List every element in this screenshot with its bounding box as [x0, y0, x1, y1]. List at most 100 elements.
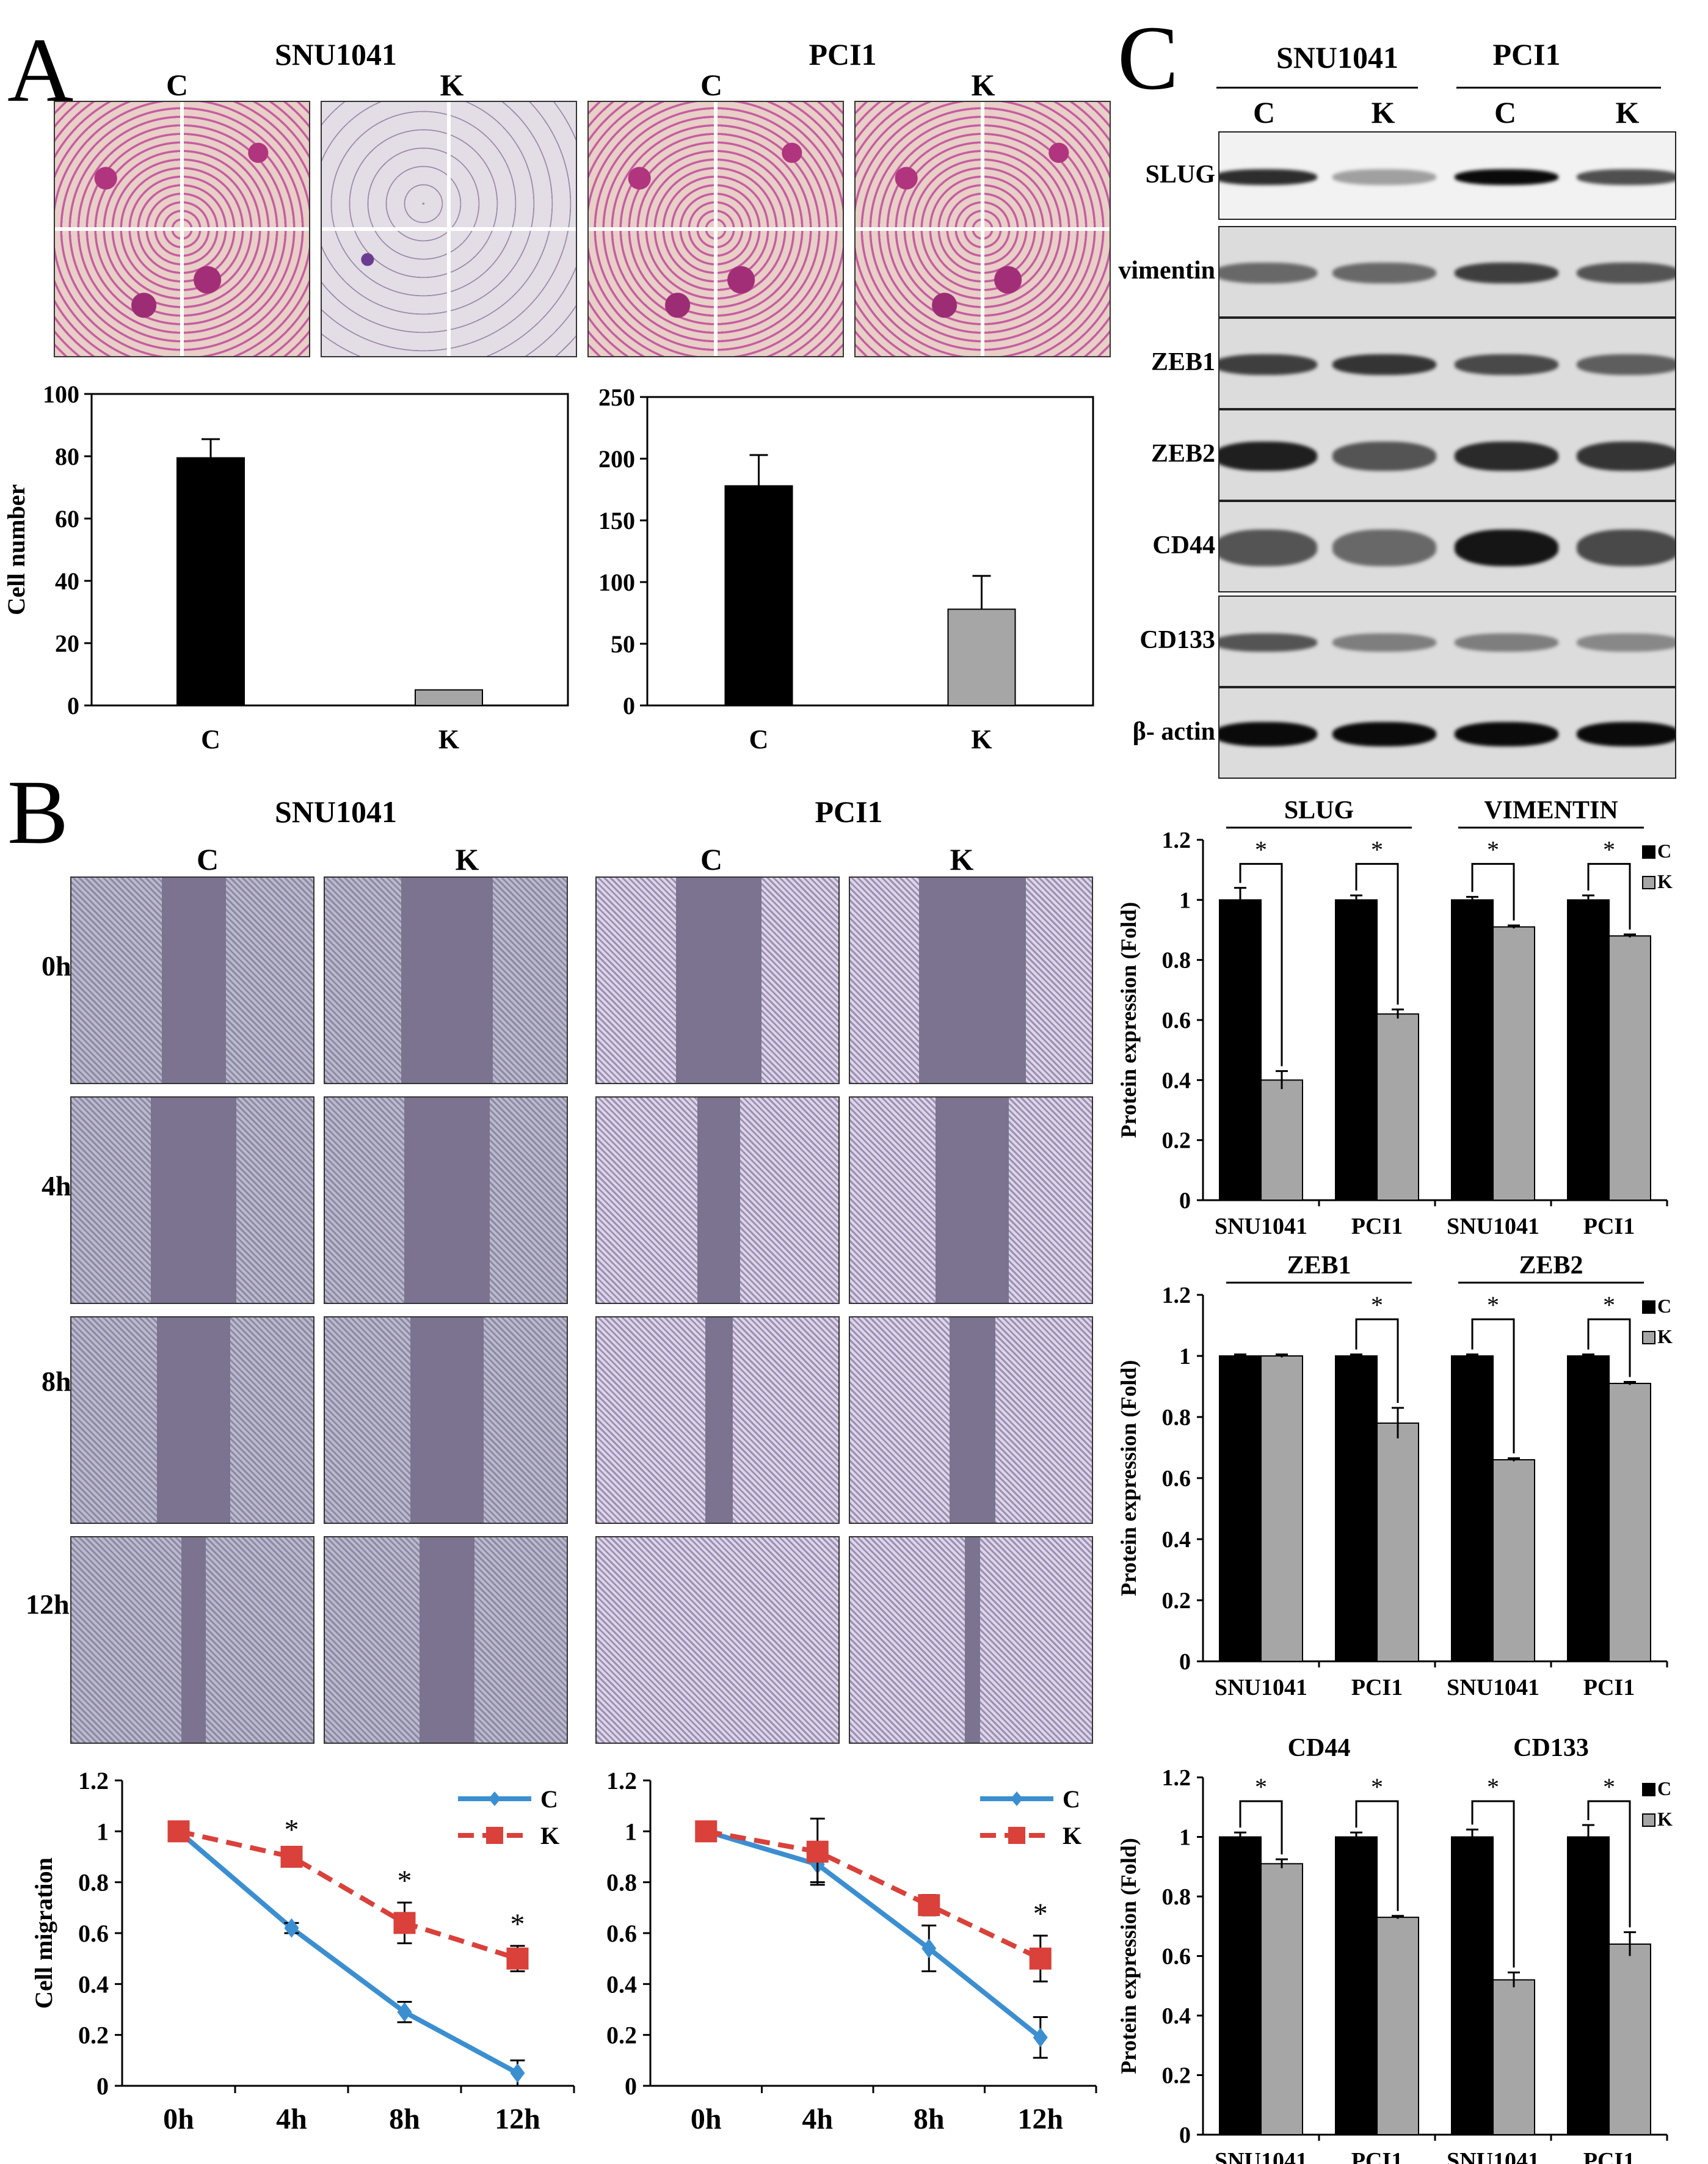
blot-band	[1219, 169, 1317, 185]
wound-healing-image	[70, 1536, 314, 1744]
y-tick-label: 1	[96, 1818, 109, 1845]
panel-b-col-label: C	[196, 842, 219, 876]
x-tick-label: SNU1041	[1447, 2148, 1539, 2164]
y-axis-label: Cell number	[2, 484, 30, 615]
significance-marker: *	[1487, 1773, 1499, 1801]
western-blot-0	[1218, 131, 1676, 220]
wound-healing-image	[849, 1536, 1093, 1744]
series-line	[176, 1829, 519, 2075]
western-blot-3	[1218, 409, 1676, 501]
x-tick-label: SNU1041	[1447, 1214, 1539, 1239]
wound-gap	[181, 1537, 206, 1743]
y-tick-label: 0.8	[1162, 1405, 1191, 1430]
y-tick-label: 0.4	[78, 1970, 109, 1998]
blot-label: β- actin	[1132, 718, 1215, 746]
x-tick-label: 4h	[276, 2103, 307, 2135]
legend-label-k: K	[540, 1822, 559, 1849]
significance-bracket	[1471, 1800, 1515, 1968]
significance-bracket	[1587, 862, 1631, 930]
y-tick-label: 1.2	[606, 1767, 637, 1794]
legend-label-k: K	[1657, 870, 1673, 892]
bar	[1492, 1459, 1535, 1662]
blot-band	[1219, 354, 1317, 375]
data-point	[506, 1947, 529, 1970]
x-tick-label: 0h	[691, 2103, 722, 2135]
wound-healing-image	[324, 876, 568, 1084]
row-label-0h: 0h	[42, 950, 71, 982]
significance-marker: *	[1255, 836, 1267, 863]
wound-healing-image	[324, 1096, 568, 1304]
wound-gap	[420, 1537, 474, 1743]
chart-c-zeb1-zeb2: 0 0.2 0.4 0.6 0.8 1 1.2 SNU1041 PCI1 * SNU1041 * PCI…	[1116, 1251, 1673, 1700]
y-tick-label: 1.2	[1162, 1283, 1191, 1308]
western-blot-5	[1218, 596, 1676, 687]
wound-gap	[404, 1098, 490, 1303]
blot-band	[1332, 530, 1436, 566]
bar	[1567, 1836, 1610, 2135]
y-tick-label: 1.2	[78, 1767, 109, 1794]
group-title: ZEB2	[1519, 1251, 1583, 1280]
panel-c-col-label: K	[1371, 95, 1395, 129]
legend-label-c: C	[1657, 840, 1671, 862]
data-point	[1033, 2027, 1048, 2047]
significance-bracket	[1239, 1800, 1283, 1855]
wound-healing-image	[595, 1536, 840, 1744]
data-point	[393, 1912, 416, 1934]
blot-band	[1577, 530, 1675, 566]
panel-b-group-pci1: PCI1	[815, 795, 883, 829]
y-tick-label: 40	[55, 567, 79, 595]
wound-gap	[964, 1537, 980, 1743]
y-tick-label: 0.2	[606, 2022, 637, 2049]
plot-frame	[90, 393, 569, 707]
panel-c-group-snu1041: SNU1041	[1276, 40, 1399, 75]
bar	[176, 457, 245, 707]
plot-frame	[646, 396, 1094, 707]
blot-band	[1219, 722, 1317, 746]
bar	[1219, 1836, 1262, 2135]
x-tick-label: 8h	[914, 2103, 945, 2135]
bar	[1567, 899, 1610, 1201]
significance-marker: *	[1255, 1773, 1267, 1801]
legend-label-c: C	[540, 1785, 558, 1813]
chart-c-cd44-cd133: 0 0.2 0.4 0.6 0.8 1 1.2 SNU1041 * PCI1 * SNU1041 * PC…	[1116, 1734, 1673, 2164]
panel-b-group-snu1041: SNU1041	[274, 795, 398, 829]
significance-marker: *	[1603, 1773, 1615, 1801]
blot-band	[1455, 442, 1558, 471]
blot-label: ZEB2	[1150, 440, 1215, 468]
x-tick-label: 4h	[802, 2103, 833, 2135]
bar	[1219, 899, 1262, 1201]
x-tick-label: C	[749, 724, 769, 754]
significance-marker: *	[1603, 1291, 1615, 1319]
y-tick-label: 1	[1179, 1825, 1191, 1851]
legend-swatch-k	[1642, 1813, 1655, 1827]
western-blot-2	[1218, 318, 1676, 409]
wound-healing-image	[849, 876, 1093, 1084]
blot-band	[1332, 633, 1436, 652]
bar	[1376, 1917, 1419, 2135]
bar	[1451, 899, 1494, 1201]
bar	[1260, 1863, 1303, 2135]
series-line	[178, 1829, 518, 1961]
data-point	[284, 1918, 299, 1938]
significance-bracket	[1355, 862, 1399, 1005]
row-label-12h: 12h	[26, 1589, 70, 1620]
x-tick-label: PCI1	[1583, 2148, 1635, 2164]
blot-band	[1219, 633, 1317, 652]
group-title: SLUG	[1284, 796, 1354, 825]
group-title: CD133	[1513, 1734, 1589, 1762]
x-tick-label: SNU1041	[1215, 2148, 1307, 2164]
x-tick-label: PCI1	[1583, 1214, 1635, 1239]
significance-bracket	[1587, 1318, 1631, 1377]
bar	[415, 689, 483, 706]
transwell-image-pci1-k	[854, 101, 1111, 357]
western-blot-1	[1218, 226, 1676, 318]
blot-band	[1577, 722, 1675, 746]
blot-band	[1219, 530, 1317, 566]
x-tick-label: PCI1	[1351, 1214, 1403, 1239]
x-tick-label: K	[438, 724, 459, 754]
wound-healing-image	[324, 1536, 568, 1744]
data-point	[806, 1840, 829, 1863]
blot-label: ZEB1	[1150, 348, 1215, 376]
legend-label-k: K	[1063, 1822, 1081, 1849]
bar	[1335, 1355, 1378, 1662]
